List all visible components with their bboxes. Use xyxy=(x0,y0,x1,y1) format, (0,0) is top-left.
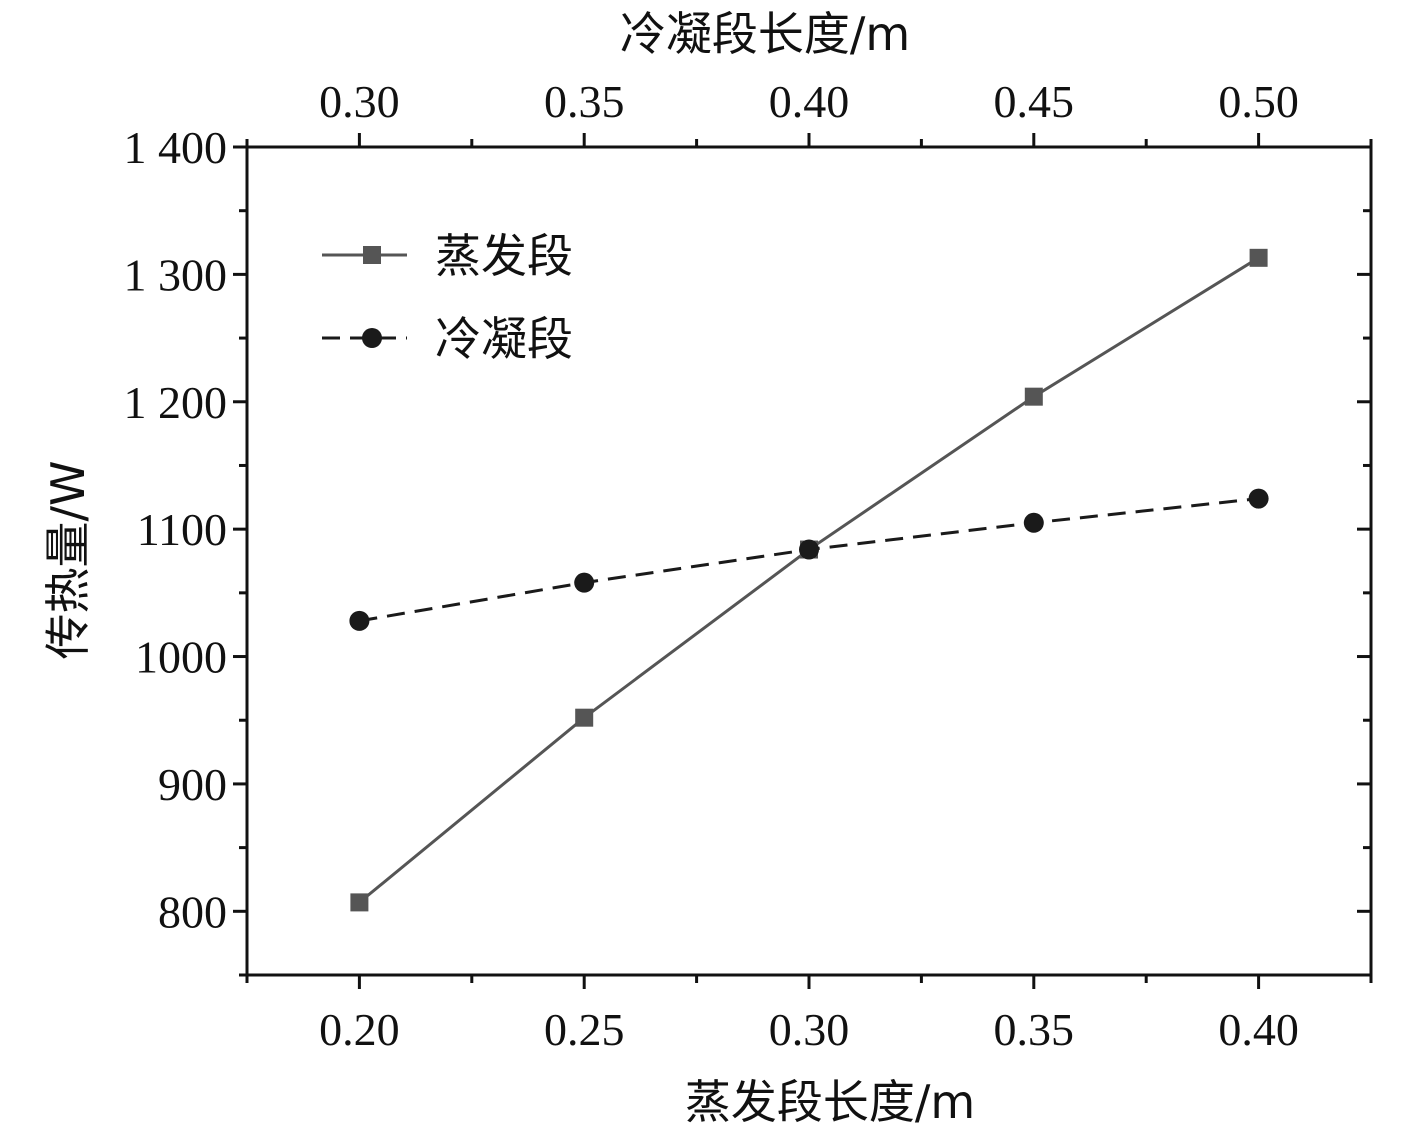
legend-label: 蒸发段 xyxy=(435,229,573,283)
data-point-circle xyxy=(574,572,595,593)
top-x-tick-label: 0.40 xyxy=(769,76,850,127)
x-tick-label: 0.20 xyxy=(319,1004,400,1055)
data-point-circle xyxy=(799,539,819,560)
x-tick-label: 0.25 xyxy=(544,1004,625,1055)
legend-label: 冷凝段 xyxy=(435,312,573,366)
top-x-tick-label: 0.30 xyxy=(319,76,400,127)
series-2 xyxy=(349,488,1269,631)
y-tick-label: 900 xyxy=(158,759,227,810)
y-tick-label: 1 400 xyxy=(124,122,228,173)
x-tick-label: 0.35 xyxy=(994,1004,1075,1055)
top-x-tick-label: 0.35 xyxy=(544,76,625,127)
top-x-axis-title: 冷凝段长度/m xyxy=(620,7,910,61)
y-tick-label: 1100 xyxy=(137,504,227,555)
axes: 0.20 0.30 0.25 0.35 0.30 0.40 0.35 0.45 0.40 0.50… xyxy=(124,76,1373,1055)
data-point-square xyxy=(1024,387,1043,406)
y-axis-title: 传热量/W xyxy=(41,461,95,660)
top-x-tick-label: 0.45 xyxy=(994,76,1075,127)
y-tick-label: 1000 xyxy=(135,632,227,683)
series-line xyxy=(359,497,1259,623)
legend-marker-circle xyxy=(362,328,382,348)
series-layer xyxy=(349,248,1269,912)
y-tick-label: 1 200 xyxy=(124,377,228,428)
plot-frame xyxy=(245,145,1373,977)
x-tick-label: 0.40 xyxy=(1218,1004,1299,1055)
legend-marker-square xyxy=(363,246,381,264)
x-tick-label: 0.30 xyxy=(769,1004,850,1055)
y-tick-label: 800 xyxy=(158,886,227,937)
data-point-circle xyxy=(349,610,370,631)
y-tick-label: 1 300 xyxy=(124,249,228,300)
x-axis-title: 蒸发段长度/m xyxy=(685,1075,975,1129)
data-point-square xyxy=(575,708,594,727)
data-point-square xyxy=(1249,248,1268,267)
data-point-circle xyxy=(1248,488,1269,509)
data-point-circle xyxy=(1023,512,1044,533)
top-x-tick-label: 0.50 xyxy=(1218,76,1299,127)
data-point-square xyxy=(350,893,369,912)
